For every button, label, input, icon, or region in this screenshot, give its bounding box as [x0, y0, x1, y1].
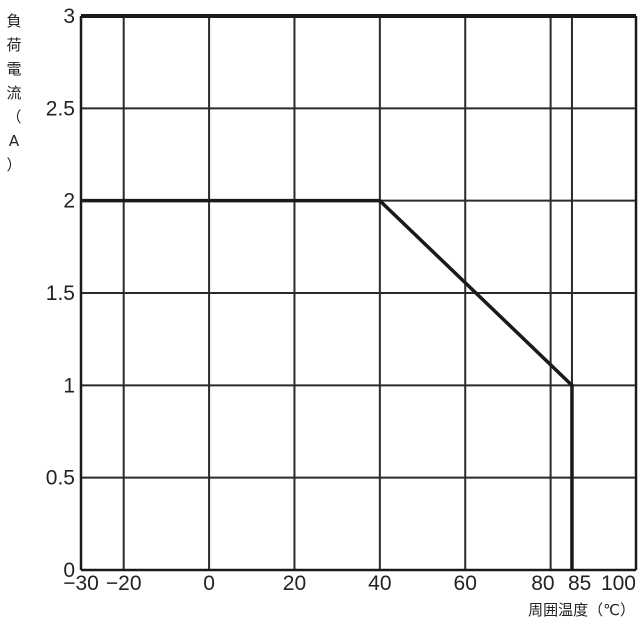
y-tick-label: 1.5 — [46, 282, 75, 305]
x-tick-label: 40 — [368, 572, 391, 595]
x-tick-label: 85 — [568, 572, 591, 595]
x-tick-label: 60 — [454, 572, 477, 595]
series-group — [81, 198, 574, 570]
plot-frame — [79, 14, 638, 572]
x-tick-label: 80 — [531, 572, 554, 595]
x-tick-label: −30 — [63, 572, 99, 595]
horizontal-gridlines — [81, 107, 636, 479]
x-tick-label: 20 — [283, 572, 306, 595]
y-tick-label: 2.5 — [46, 97, 75, 120]
series-line — [81, 198, 574, 570]
x-tick-label: 0 — [203, 572, 215, 595]
y-tick-label: 3 — [63, 5, 75, 28]
x-axis-label: 周囲温度（℃） — [528, 601, 635, 619]
y-tick-label: 1 — [63, 374, 75, 397]
y-axis-label: 負荷電流（ A） — [6, 12, 21, 174]
y-tick-label: 0 — [63, 559, 75, 582]
y-tick-label: 0.5 — [46, 467, 75, 490]
x-tick-label: −20 — [106, 572, 142, 595]
y-tick-label: 2 — [63, 190, 75, 213]
x-tick-label: 100 — [601, 572, 636, 595]
y-tick-labels: 0 0.5 1 1.5 2 2.5 3 — [46, 5, 75, 582]
x-tick-labels: −30 −20 0 20 40 60 80 85 100 — [63, 572, 636, 595]
